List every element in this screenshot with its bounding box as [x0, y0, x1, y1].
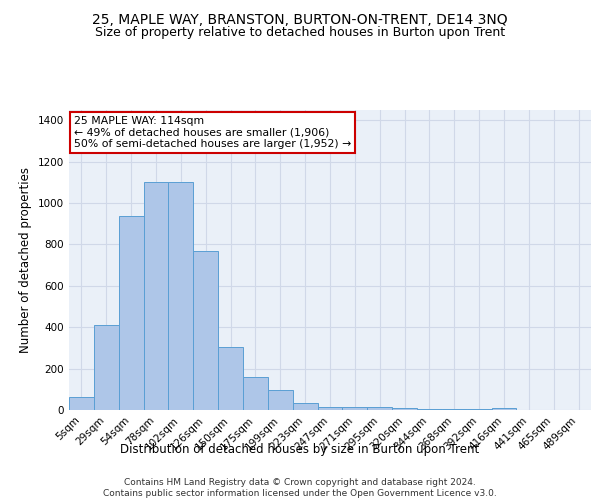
- Text: Contains HM Land Registry data © Crown copyright and database right 2024.
Contai: Contains HM Land Registry data © Crown c…: [103, 478, 497, 498]
- Bar: [218, 347, 243, 410]
- Bar: [143, 182, 169, 410]
- Bar: [491, 408, 517, 410]
- Bar: [94, 325, 119, 410]
- Text: 25 MAPLE WAY: 114sqm
← 49% of detached houses are smaller (1,906)
50% of semi-de: 25 MAPLE WAY: 114sqm ← 49% of detached h…: [74, 116, 352, 149]
- Bar: [193, 250, 218, 410]
- Bar: [343, 407, 367, 410]
- Bar: [293, 403, 317, 410]
- Bar: [69, 396, 94, 410]
- Bar: [169, 182, 193, 410]
- Text: 25, MAPLE WAY, BRANSTON, BURTON-ON-TRENT, DE14 3NQ: 25, MAPLE WAY, BRANSTON, BURTON-ON-TRENT…: [92, 12, 508, 26]
- Bar: [392, 408, 417, 410]
- Bar: [243, 377, 268, 410]
- Bar: [367, 407, 392, 410]
- Bar: [268, 390, 293, 410]
- Y-axis label: Number of detached properties: Number of detached properties: [19, 167, 32, 353]
- Bar: [317, 407, 343, 410]
- Bar: [119, 216, 143, 410]
- Text: Distribution of detached houses by size in Burton upon Trent: Distribution of detached houses by size …: [121, 442, 479, 456]
- Text: Size of property relative to detached houses in Burton upon Trent: Size of property relative to detached ho…: [95, 26, 505, 39]
